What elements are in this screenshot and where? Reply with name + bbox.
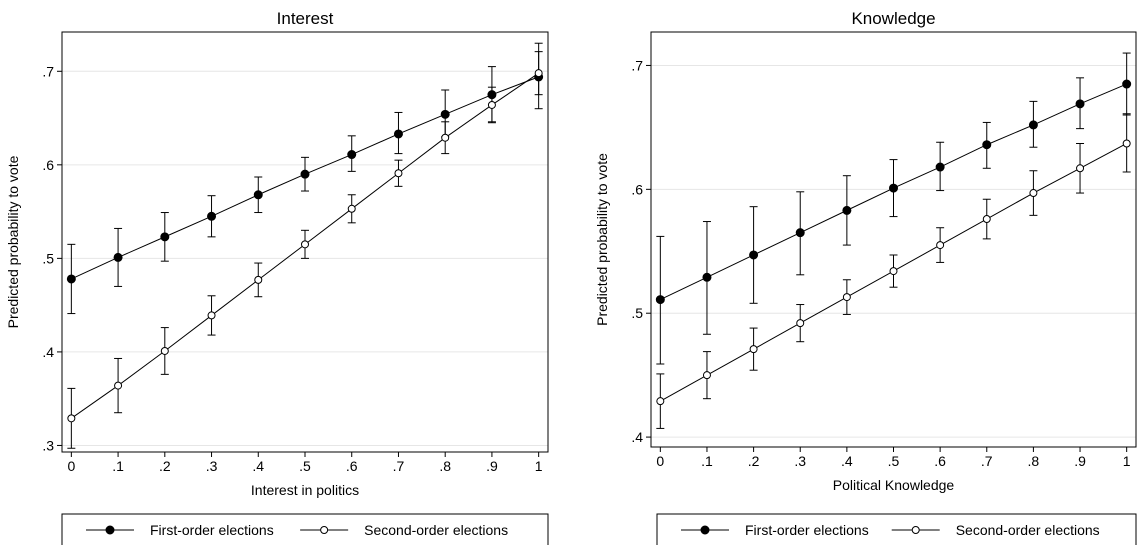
knowledge-chart: Knowledge .4 .5 .6 .7 0 .1 .2 .3 .4 .5 .6 .7 .8 .9 1 Pol… [594, 9, 1137, 545]
first-order-point [702, 272, 712, 282]
second-order-legend-marker [320, 526, 329, 534]
second-order-point [936, 241, 945, 250]
first-order-point [66, 274, 76, 284]
second-order-point [1029, 189, 1038, 198]
second-order-point [114, 381, 123, 390]
second-order-legend-label: Second-order elections [364, 522, 508, 538]
y-tick-label: .6 [42, 157, 54, 173]
y-tick-label: .7 [631, 57, 643, 73]
second-order-point [347, 204, 356, 213]
x-tick-label: 0 [656, 453, 664, 469]
chart-title: Interest [277, 9, 334, 28]
x-tick-label: .5 [888, 453, 900, 469]
second-order-point [702, 371, 711, 380]
x-tick-label: .7 [393, 458, 405, 474]
knowledge-chart-panel: Knowledge .4 .5 .6 .7 0 .1 .2 .3 .4 .5 .6 .7 .8 .9 1 Pol… [580, 0, 1140, 545]
x-tick-label: .2 [159, 458, 171, 474]
x-tick-label: 0 [67, 458, 75, 474]
x-axis-label: Political Knowledge [833, 477, 955, 493]
first-order-legend-marker [105, 525, 115, 535]
y-axis-label: Predicted probability to vote [5, 155, 21, 328]
first-order-legend-marker [700, 525, 710, 535]
second-order-point [394, 169, 403, 178]
x-tick-label: .4 [841, 453, 853, 469]
second-order-point [487, 100, 496, 109]
x-tick-label: .2 [748, 453, 760, 469]
second-order-point [889, 267, 898, 276]
x-tick-label: .4 [252, 458, 264, 474]
x-tick-label: .1 [701, 453, 713, 469]
first-order-point [440, 109, 450, 119]
first-order-point [1075, 99, 1085, 109]
x-tick-label: .1 [112, 458, 124, 474]
first-order-point [889, 183, 898, 193]
y-tick-label: .5 [631, 305, 643, 321]
first-order-point [795, 228, 805, 238]
x-tick-label: .8 [439, 458, 451, 474]
y-tick-label: .3 [42, 437, 54, 453]
second-order-point [534, 69, 543, 78]
x-axis-label: Interest in politics [251, 482, 359, 498]
y-tick-label: .4 [42, 344, 54, 360]
y-axis-label: Predicted probability to vote [594, 153, 610, 326]
second-order-point [301, 240, 309, 249]
x-tick-label: .6 [346, 458, 358, 474]
first-order-point [1122, 79, 1132, 89]
x-tick-label: .5 [299, 458, 311, 474]
x-tick-label: .8 [1028, 453, 1040, 469]
second-order-point [1076, 164, 1085, 173]
second-order-point [656, 397, 665, 406]
y-tick-label: .5 [42, 250, 54, 266]
second-order-point [207, 311, 216, 320]
first-order-point [842, 205, 852, 215]
x-tick-label: 1 [535, 458, 543, 474]
second-order-point [441, 133, 450, 142]
first-order-point [982, 140, 992, 150]
second-order-point [160, 346, 169, 355]
second-order-point [842, 293, 851, 302]
first-order-point [113, 252, 123, 262]
first-order-point [393, 129, 403, 139]
plot-frame [650, 31, 1137, 448]
x-tick-label: .9 [486, 458, 498, 474]
first-order-point [160, 232, 170, 242]
y-tick-label: .6 [631, 181, 643, 197]
first-order-point [347, 150, 357, 160]
second-order-point [254, 275, 263, 284]
first-order-point [749, 250, 759, 260]
second-order-legend-label: Second-order elections [956, 522, 1100, 538]
first-order-point [935, 162, 945, 172]
second-order-point [796, 319, 805, 328]
y-tick-label: .4 [631, 429, 643, 445]
x-tick-label: .6 [934, 453, 946, 469]
second-order-legend-marker [911, 526, 920, 534]
second-order-point [67, 414, 76, 423]
first-order-point [655, 295, 665, 305]
chart-title: Knowledge [851, 9, 935, 28]
second-order-point [1122, 139, 1131, 148]
first-order-legend-label: First-order elections [745, 522, 869, 538]
x-tick-label: 1 [1123, 453, 1131, 469]
first-order-legend-label: First-order elections [150, 522, 274, 538]
x-tick-label: .3 [794, 453, 806, 469]
first-order-point [253, 190, 263, 200]
x-tick-label: .9 [1074, 453, 1086, 469]
second-order-point [749, 345, 758, 354]
first-order-point [1028, 120, 1038, 130]
y-tick-label: .7 [42, 63, 54, 79]
first-order-point [207, 211, 217, 221]
interest-chart: Interest .3 .4 .5 .6 .7 0 .1 .2 .3 .4 .5 .6 .7 .8 .9 1 In… [5, 9, 549, 545]
x-tick-label: .7 [981, 453, 993, 469]
second-order-point [982, 215, 991, 224]
first-order-point [300, 169, 310, 179]
x-tick-label: .3 [206, 458, 218, 474]
interest-chart-panel: Interest .3 .4 .5 .6 .7 0 .1 .2 .3 .4 .5 .6 .7 .8 .9 1 In… [0, 0, 560, 545]
